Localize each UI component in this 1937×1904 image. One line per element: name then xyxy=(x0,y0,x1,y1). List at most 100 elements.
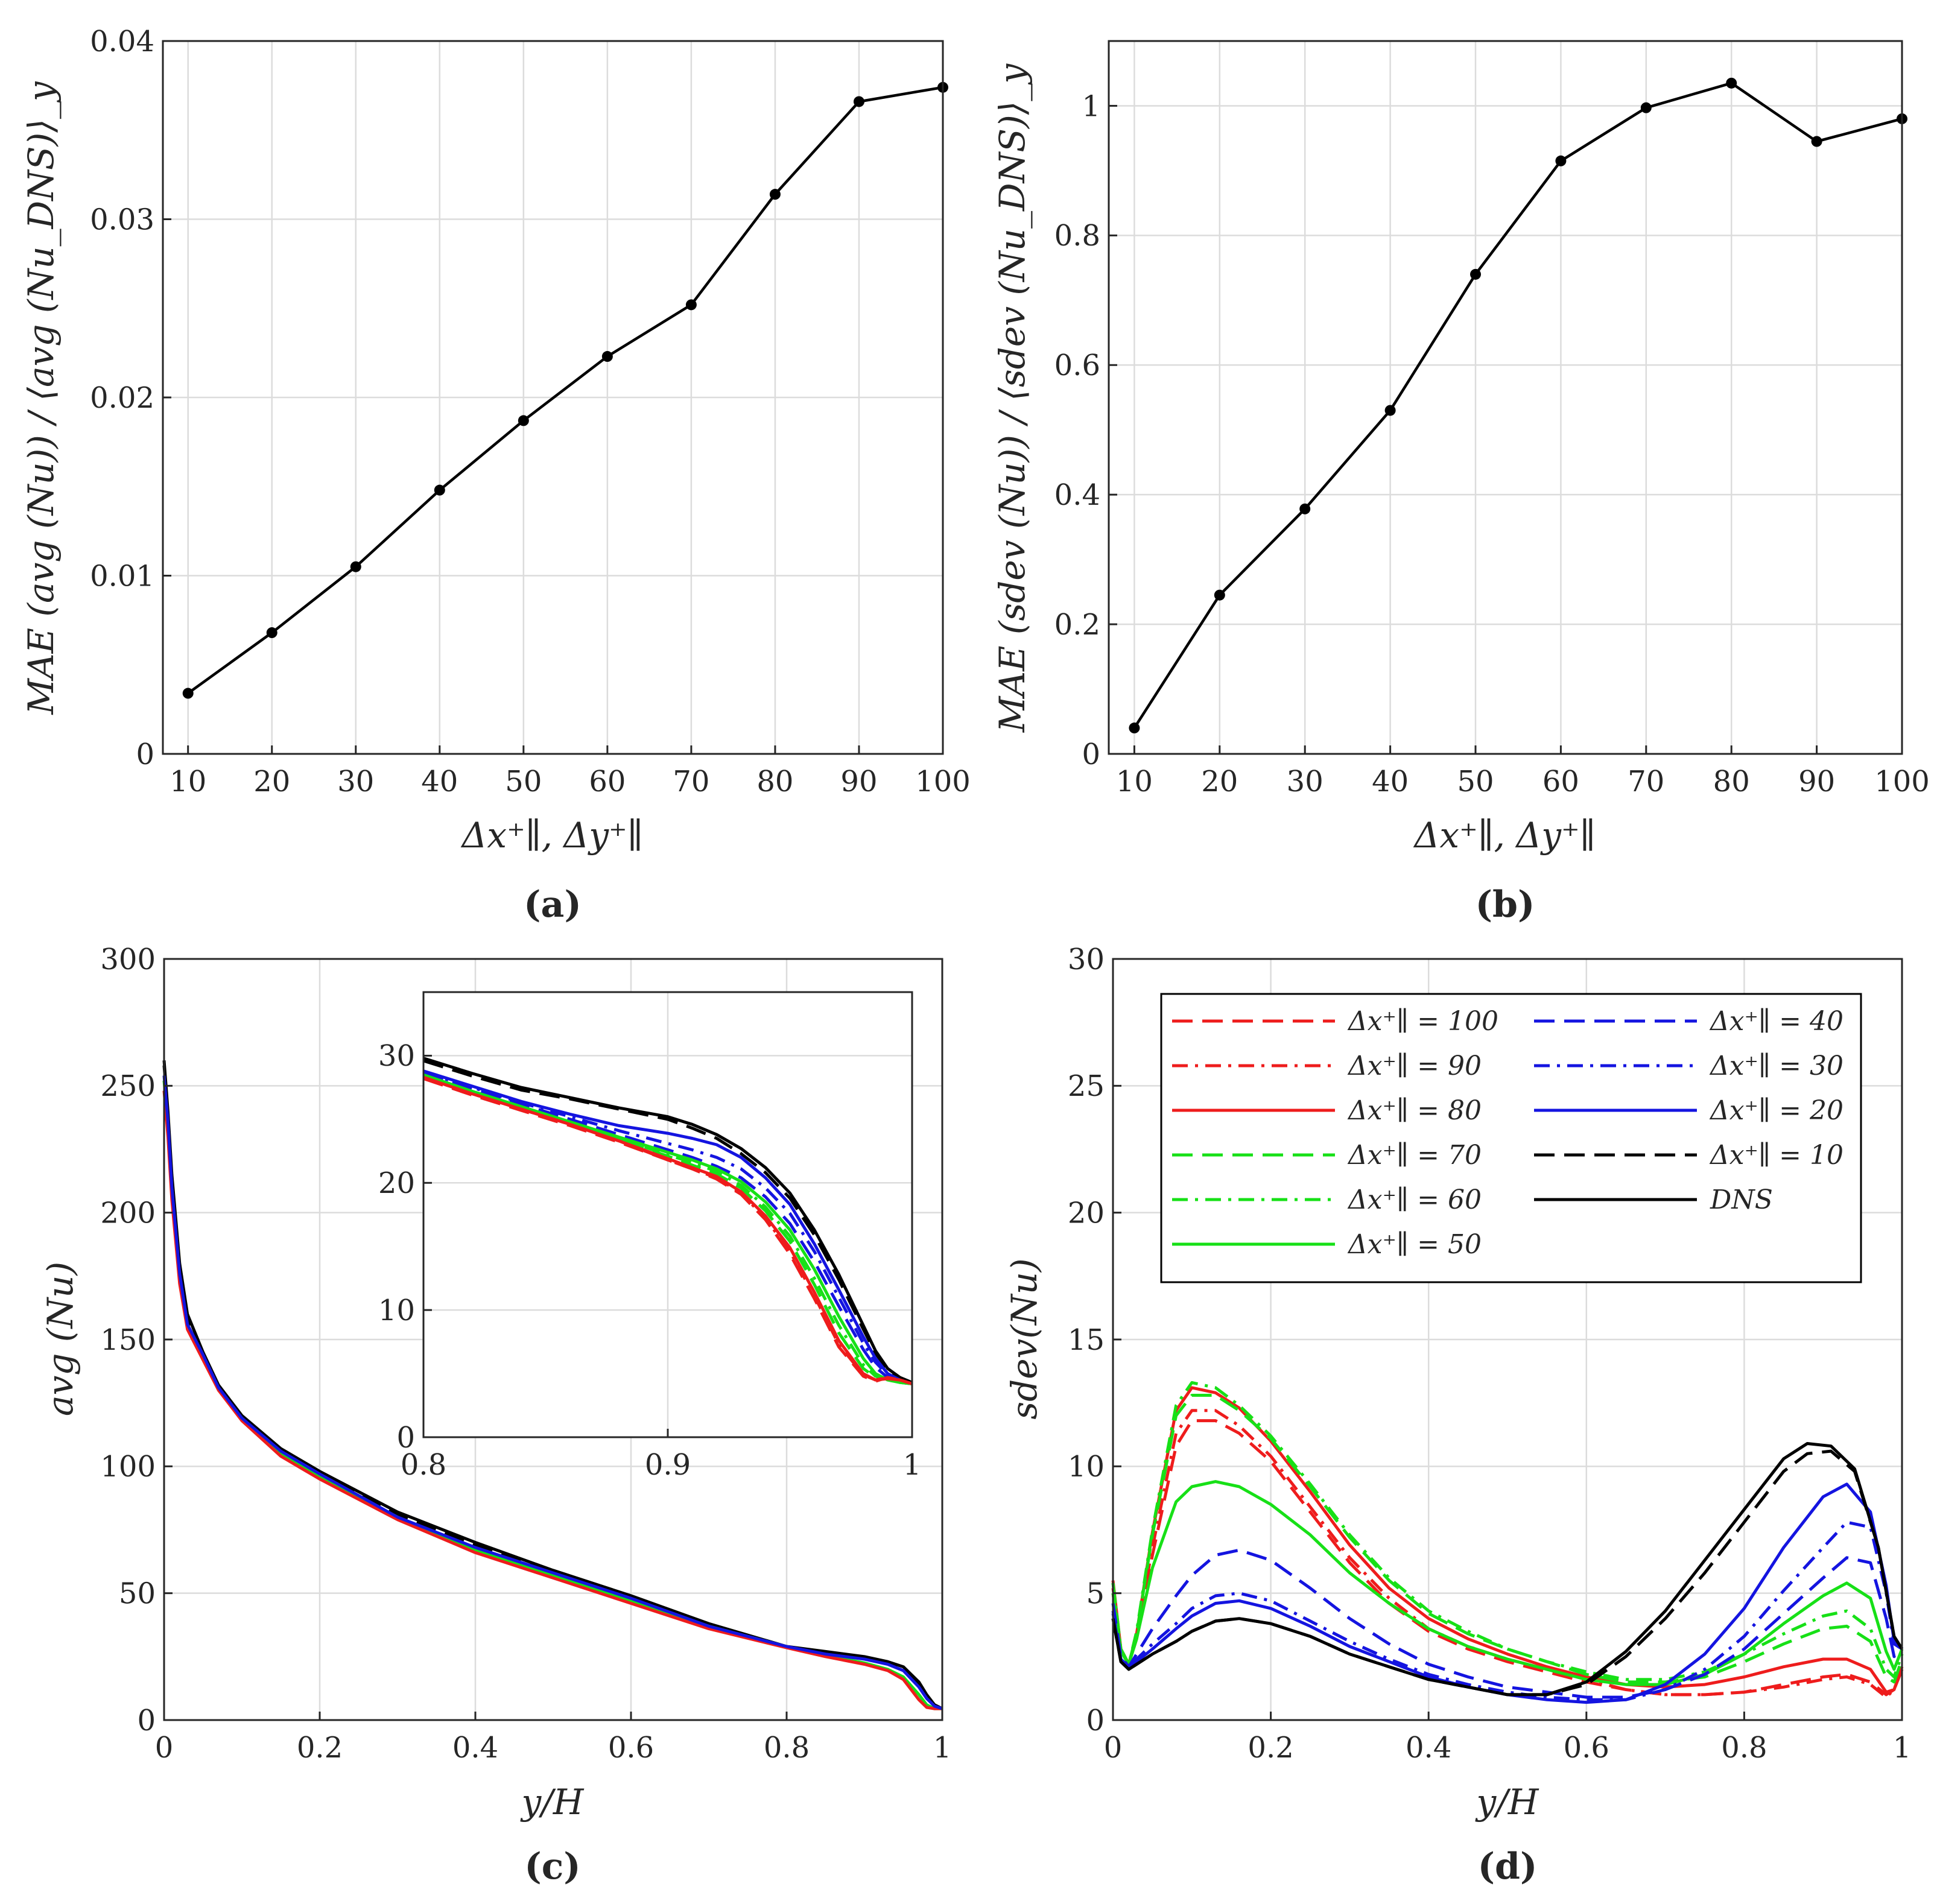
panel-b-ytick-label: 0 xyxy=(1082,738,1100,771)
panel-b-data-point xyxy=(1214,589,1225,601)
panel-a-xtick-label: 50 xyxy=(505,765,542,799)
panel-b-xlabel: Δx⁺∥, Δy⁺∥ xyxy=(1413,815,1596,856)
panel-a-xtick-label: 10 xyxy=(170,765,206,799)
panel-b-data-line xyxy=(1133,81,1903,729)
panel-c-ytick-label: 100 xyxy=(100,1450,156,1484)
panel-d-ytick-label: 0 xyxy=(1086,1704,1105,1738)
panel-d-xtick-label: 0.8 xyxy=(1721,1731,1767,1765)
panel-b-data-point xyxy=(1811,136,1822,147)
panel-d-xtick-label: 0.6 xyxy=(1564,1731,1609,1765)
panel-b-xtick-label: 40 xyxy=(1372,765,1409,799)
panel-c-xtick-label: 0 xyxy=(155,1731,174,1765)
panel-c-inset-xtick-label: 0.8 xyxy=(401,1448,446,1482)
panel-b-xtick-label: 100 xyxy=(1874,765,1930,799)
panel-b-data-point xyxy=(1129,723,1140,734)
panel-d-ytick-label: 25 xyxy=(1068,1069,1105,1103)
panel-b-data-point xyxy=(1640,102,1652,113)
legend-label: Δx⁺∥ = 80 xyxy=(1347,1095,1482,1126)
legend-label: DNS xyxy=(1710,1184,1773,1215)
panel-d-ytick-label: 5 xyxy=(1086,1577,1105,1610)
panel-c-inset-series-line xyxy=(423,1071,913,1385)
panel-c-inset-ytick-label: 0 xyxy=(396,1421,415,1455)
panel-b-data-point xyxy=(1555,155,1567,166)
panel-c-inset-grid xyxy=(423,992,912,1437)
panel-b-data-point xyxy=(1299,503,1311,514)
panel-b-xtick-label: 60 xyxy=(1542,765,1579,799)
panel-c-ytick-label: 300 xyxy=(100,943,156,976)
panel-a: 10 20 30 40 50 60 70 80 90 100 0 0.01 0.02 0.03 0.04 Δ… xyxy=(21,25,971,926)
legend-label: Δx⁺∥ = 20 xyxy=(1709,1095,1843,1126)
panel-d-series xyxy=(1111,1381,1904,1704)
panel-a-caption: (a) xyxy=(524,884,582,926)
legend-label: Δx⁺∥ = 70 xyxy=(1347,1140,1482,1171)
panel-a-ytick-label: 0.03 xyxy=(90,203,154,236)
panel-a-data-point xyxy=(182,688,194,699)
panel-d-xtick-label: 1 xyxy=(1893,1731,1912,1765)
panel-a-xtick-label: 80 xyxy=(756,765,793,799)
panel-a-ylabel: MAE (avg (Nu)) / ⟨avg (Nu_DNS)⟩_y xyxy=(21,81,62,715)
panel-c-inset-ytick-label: 10 xyxy=(378,1294,415,1327)
panel-c-ytick-label: 150 xyxy=(100,1323,156,1357)
panel-c-inset-series xyxy=(423,1057,913,1385)
panel-d-series-line xyxy=(1111,1409,1904,1699)
panel-b-ytick-label: 0.4 xyxy=(1054,478,1100,512)
panel-c-xtick-label: 0.8 xyxy=(764,1731,810,1765)
panel-c-inset-xtick-label: 1 xyxy=(903,1448,922,1482)
panel-c-inset-series-line xyxy=(423,1072,913,1385)
panel-d-ylabel: sdev(Nu) xyxy=(1004,1258,1045,1419)
panel-d-caption: (d) xyxy=(1478,1845,1538,1888)
panel-a-grid xyxy=(163,41,943,754)
panel-c-xtick-label: 0.4 xyxy=(452,1731,498,1765)
panel-b-data-point xyxy=(1470,268,1482,280)
panel-d-series-line xyxy=(1111,1480,1904,1686)
panel-a-ytick-label: 0.02 xyxy=(90,381,154,415)
panel-a-xtick-label: 60 xyxy=(589,765,626,799)
panel-d-ytick-label: 20 xyxy=(1068,1196,1105,1230)
panel-a-data-point xyxy=(434,484,445,496)
panel-b-xtick-label: 20 xyxy=(1201,765,1238,799)
legend-label: Δx⁺∥ = 30 xyxy=(1709,1051,1843,1081)
panel-a-ytick-label: 0.01 xyxy=(90,559,154,593)
legend-label: Δx⁺∥ = 60 xyxy=(1347,1184,1482,1215)
panel-a-data-point xyxy=(350,561,361,572)
panel-b-ytick-label: 0.2 xyxy=(1054,608,1100,642)
panel-c-inset-series-line xyxy=(423,1077,913,1385)
panel-d-xtick-label: 0.4 xyxy=(1406,1731,1451,1765)
panel-b-ytick-label: 0.6 xyxy=(1054,349,1100,382)
panel-a-data-line xyxy=(187,86,943,695)
panel-c-inset-series-line xyxy=(423,1069,913,1385)
panel-a-data-point xyxy=(769,189,781,200)
panel-c-xtick-label: 1 xyxy=(933,1731,952,1765)
panel-b-ytick-label: 1 xyxy=(1082,89,1100,123)
panel-c-xtick-label: 0.6 xyxy=(608,1731,654,1765)
panel-c-ytick-label: 250 xyxy=(100,1069,156,1103)
panel-a-data-point xyxy=(518,415,529,426)
panel-a-xtick-label: 30 xyxy=(337,765,374,799)
panel-b: 10 20 30 40 50 60 70 80 90 100 0 0.2 0.4 0.6 0.8 1 Δx⁺∥… xyxy=(992,40,1930,926)
panel-b-xtick-label: 90 xyxy=(1798,765,1835,799)
panel-a-series xyxy=(182,81,948,699)
panel-a-xtick-label: 70 xyxy=(673,765,709,799)
panel-a-xtick-label: 100 xyxy=(915,765,971,799)
panel-b-ytick-label: 0.8 xyxy=(1054,219,1100,253)
panel-c-xtick-label: 0.2 xyxy=(297,1731,343,1765)
panel-d-ytick-label: 15 xyxy=(1068,1323,1105,1357)
panel-a-xtick-label: 40 xyxy=(421,765,458,799)
panel-d-xtick-label: 0 xyxy=(1104,1731,1123,1765)
legend-label: Δx⁺∥ = 100 xyxy=(1347,1006,1498,1037)
panel-b-ticks: 10 20 30 40 50 60 70 80 90 100 0 0.2 0.4 0.6 0.8 1 xyxy=(1054,89,1930,799)
panel-c-inset-ytick-label: 20 xyxy=(378,1166,415,1200)
panel-d-series-line xyxy=(1111,1442,1904,1697)
panel-a-data-point xyxy=(601,351,613,362)
panel-b-xtick-label: 10 xyxy=(1116,765,1153,799)
legend-label: Δx⁺∥ = 10 xyxy=(1709,1140,1843,1171)
panel-a-data-point xyxy=(853,96,864,107)
panel-d-series-line xyxy=(1111,1381,1904,1681)
panel-a-xtick-label: 90 xyxy=(840,765,877,799)
panel-d-xlabel: y/H xyxy=(1475,1782,1539,1823)
